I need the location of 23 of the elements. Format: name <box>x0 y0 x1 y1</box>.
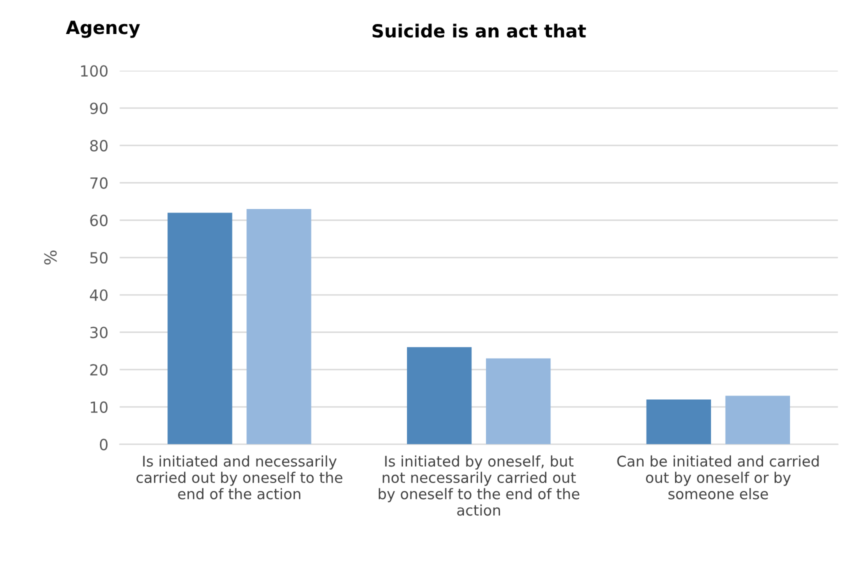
y-tick-label: 100 <box>81 65 108 77</box>
x-tick-label: Can be initiated and carried out by oneself or by someone else <box>617 455 819 500</box>
y-tick-label: 60 <box>90 214 108 226</box>
bar <box>406 347 472 444</box>
y-tick-label: 0 <box>100 438 108 450</box>
chart-title: Suicide is an act that <box>372 24 586 38</box>
bar <box>246 208 312 444</box>
y-tick-label: 10 <box>90 401 108 413</box>
y-tick-label: 90 <box>90 102 108 114</box>
y-tick-label: 30 <box>90 326 108 338</box>
y-tick-label: 50 <box>90 252 108 264</box>
x-tick-label: Is initiated by oneself, but not necessarily carried out by oneself to the end of the action <box>378 455 580 516</box>
bar <box>725 396 790 444</box>
y-tick-label: 40 <box>90 289 108 301</box>
x-tick-label: Is initiated and necessarily carried out by oneself to the end of the action <box>136 455 342 500</box>
bar <box>646 399 712 444</box>
y-tick-label: 70 <box>90 177 108 189</box>
y-axis-title: % <box>44 250 57 265</box>
chart-subtitle: Agency <box>66 20 140 38</box>
y-tick-label: 80 <box>90 140 108 152</box>
bar <box>168 212 232 444</box>
y-tick-label: 20 <box>90 364 108 376</box>
bar <box>486 358 551 444</box>
